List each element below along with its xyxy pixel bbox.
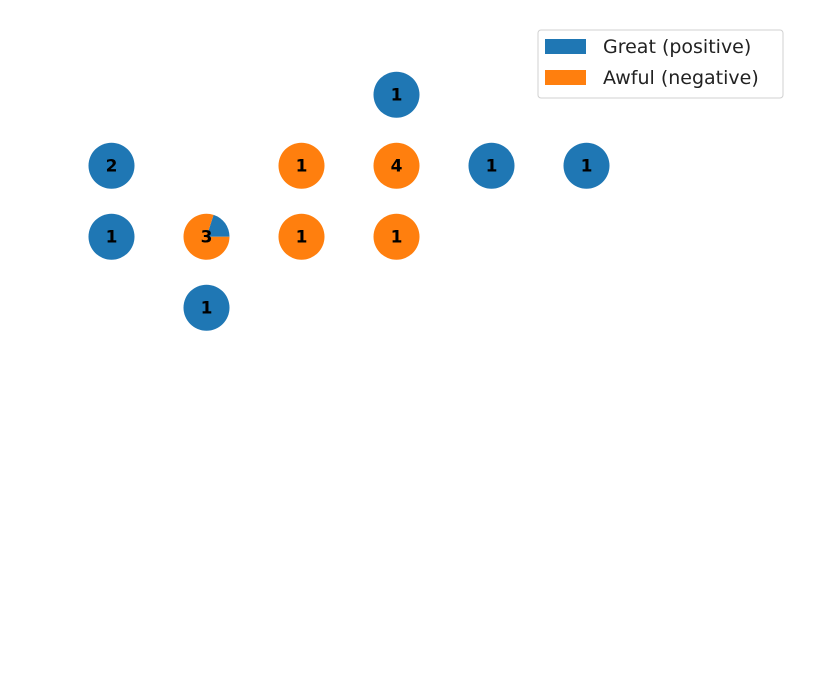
- count-label: 1: [391, 86, 403, 106]
- pie-wedge-awful: [373, 213, 420, 260]
- pie-marker: 1: [373, 71, 420, 118]
- count-label: 1: [391, 228, 403, 248]
- pie-marker: 1: [278, 142, 325, 189]
- pie-marker: 3: [183, 213, 230, 260]
- pie-marker: 1: [183, 284, 230, 331]
- pie-wedge-great: [88, 142, 135, 189]
- pie-marker: 1: [278, 213, 325, 260]
- count-label: 1: [296, 157, 308, 177]
- chart-marks: 1 2 1 4 1 1 1 3 1 1 1: [88, 71, 610, 331]
- pie-marker: 1: [88, 213, 135, 260]
- pie-wedge-great: [563, 142, 610, 189]
- legend-swatch-awful: [545, 70, 586, 85]
- legend-label-great: Great (positive): [603, 36, 751, 58]
- legend: Great (positive) Awful (negative): [537, 29, 784, 99]
- pie-wedge-great: [88, 213, 135, 260]
- legend-label-awful: Awful (negative): [603, 67, 759, 89]
- pie-wedge-great: [206, 214, 230, 237]
- count-label: 1: [106, 228, 118, 248]
- legend-swatch-great: [545, 39, 586, 54]
- pie-wedge-awful: [373, 142, 420, 189]
- pie-wedge-great: [183, 284, 230, 331]
- pie-wedge-awful: [183, 213, 230, 260]
- legend-frame: [537, 29, 784, 99]
- count-label: 1: [486, 157, 498, 177]
- pie-marker: 4: [373, 142, 420, 189]
- pie-wedge-great: [468, 142, 515, 189]
- pie-marker: 1: [373, 213, 420, 260]
- pie-wedge-awful: [278, 213, 325, 260]
- pie-marker: 1: [468, 142, 515, 189]
- count-label: 1: [581, 157, 593, 177]
- count-label: 1: [201, 299, 213, 319]
- count-label: 3: [201, 228, 213, 248]
- pie-marker: 2: [88, 142, 135, 189]
- pie-wedge-awful: [278, 142, 325, 189]
- count-label: 2: [106, 157, 118, 177]
- pie-wedge-great: [373, 71, 420, 118]
- count-label: 1: [296, 228, 308, 248]
- count-label: 4: [391, 157, 403, 177]
- pie-marker: 1: [563, 142, 610, 189]
